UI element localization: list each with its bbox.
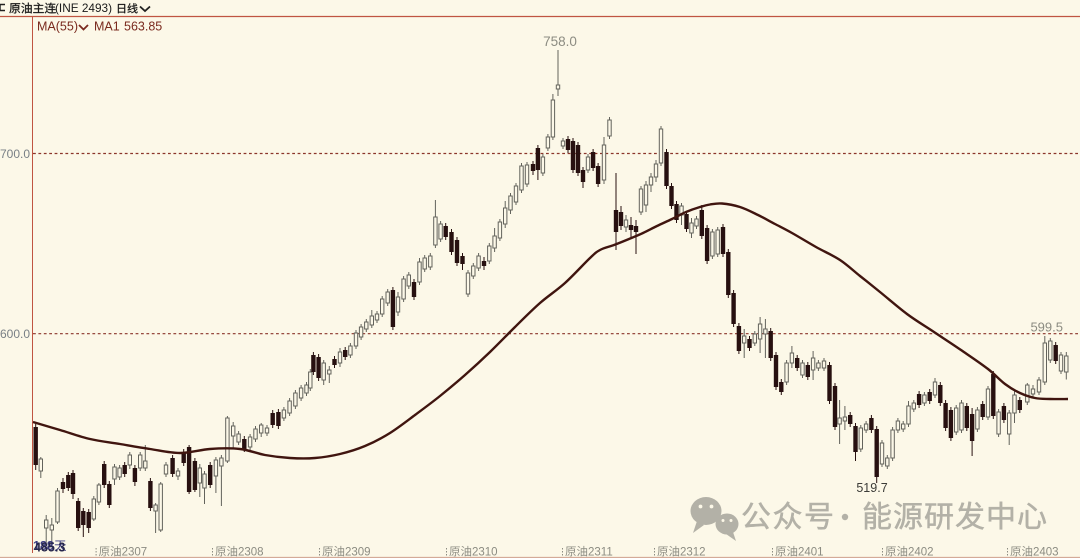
svg-text:2308: 2308 <box>238 547 264 558</box>
svg-text:485.3: 485.3 <box>34 541 65 555</box>
svg-text:MA(55): MA(55) <box>37 20 78 34</box>
svg-text:2311: 2311 <box>588 547 613 558</box>
svg-text:700.0: 700.0 <box>0 147 30 161</box>
svg-text:2310: 2310 <box>472 547 498 558</box>
svg-text:2402: 2402 <box>908 547 934 558</box>
svg-text:600.0: 600.0 <box>0 327 30 341</box>
svg-text:(INE 2493): (INE 2493) <box>55 1 112 15</box>
svg-text:188: 188 <box>33 539 54 553</box>
svg-text:2401: 2401 <box>798 547 824 558</box>
svg-text:2312: 2312 <box>680 547 706 558</box>
svg-text:2309: 2309 <box>345 547 371 558</box>
svg-text:2403: 2403 <box>1033 547 1059 558</box>
svg-text:758.0: 758.0 <box>543 34 577 49</box>
svg-text:519.7: 519.7 <box>856 481 887 495</box>
svg-text:MA1: MA1 <box>94 20 120 34</box>
svg-text:2307: 2307 <box>122 547 148 558</box>
svg-text:599.5: 599.5 <box>1030 320 1063 335</box>
svg-text:563.85: 563.85 <box>124 20 162 34</box>
